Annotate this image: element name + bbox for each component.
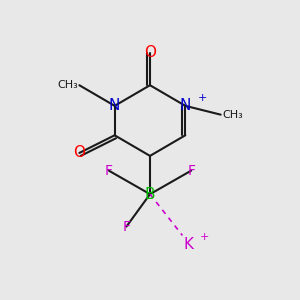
Text: F: F: [105, 164, 113, 178]
Text: F: F: [187, 164, 195, 178]
Text: CH₃: CH₃: [222, 110, 243, 120]
Text: F: F: [122, 220, 130, 234]
Text: O: O: [144, 45, 156, 60]
Text: O: O: [73, 146, 85, 160]
Text: CH₃: CH₃: [57, 80, 78, 90]
Text: N: N: [109, 98, 120, 113]
Text: +: +: [197, 94, 207, 103]
Text: +: +: [200, 232, 209, 242]
Text: B: B: [145, 187, 155, 202]
Text: N: N: [180, 98, 191, 113]
Text: K: K: [183, 237, 193, 252]
